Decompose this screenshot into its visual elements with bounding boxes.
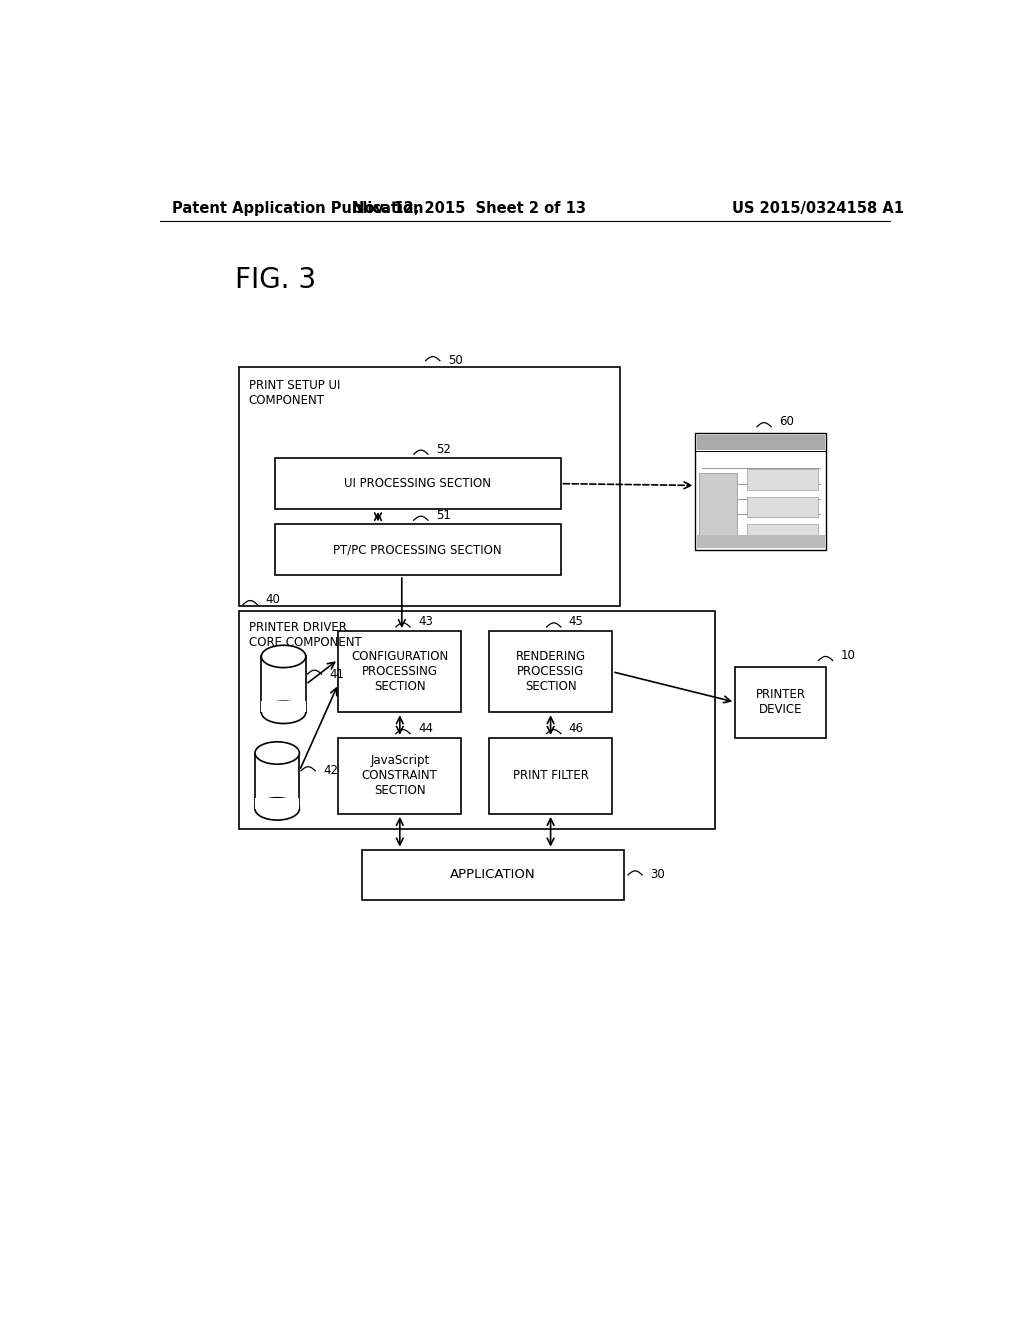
- Text: 51: 51: [436, 508, 451, 521]
- FancyBboxPatch shape: [255, 797, 299, 809]
- Text: 44: 44: [418, 722, 433, 735]
- FancyBboxPatch shape: [697, 536, 824, 548]
- Text: 42: 42: [324, 764, 338, 777]
- FancyBboxPatch shape: [274, 524, 560, 576]
- FancyBboxPatch shape: [748, 524, 818, 545]
- Text: Nov. 12, 2015  Sheet 2 of 13: Nov. 12, 2015 Sheet 2 of 13: [352, 201, 587, 215]
- Text: 43: 43: [418, 615, 433, 628]
- Text: 52: 52: [436, 442, 451, 455]
- FancyBboxPatch shape: [695, 433, 826, 549]
- Text: 40: 40: [265, 593, 281, 606]
- FancyBboxPatch shape: [699, 474, 737, 545]
- Text: UI PROCESSING SECTION: UI PROCESSING SECTION: [344, 477, 492, 490]
- Text: 10: 10: [841, 649, 855, 661]
- FancyBboxPatch shape: [362, 850, 624, 900]
- Ellipse shape: [255, 797, 299, 820]
- FancyBboxPatch shape: [489, 738, 612, 814]
- FancyBboxPatch shape: [748, 496, 818, 517]
- Text: PRINT SETUP UI
COMPONENT: PRINT SETUP UI COMPONENT: [249, 379, 340, 407]
- Text: US 2015/0324158 A1: US 2015/0324158 A1: [732, 201, 904, 215]
- Text: PT/PC PROCESSING SECTION: PT/PC PROCESSING SECTION: [334, 544, 502, 556]
- Text: 60: 60: [779, 416, 794, 428]
- Text: CONFIGURATION
PROCESSING
SECTION: CONFIGURATION PROCESSING SECTION: [351, 651, 449, 693]
- FancyBboxPatch shape: [240, 367, 620, 606]
- Text: JavaScript
CONSTRAINT
SECTION: JavaScript CONSTRAINT SECTION: [361, 754, 437, 797]
- Text: 50: 50: [447, 354, 463, 367]
- FancyBboxPatch shape: [338, 631, 462, 713]
- FancyBboxPatch shape: [735, 667, 826, 738]
- Text: PRINTER
DEVICE: PRINTER DEVICE: [756, 688, 806, 717]
- FancyBboxPatch shape: [274, 458, 560, 510]
- Text: PRINT FILTER: PRINT FILTER: [513, 770, 589, 783]
- Text: 30: 30: [650, 869, 665, 882]
- Ellipse shape: [255, 742, 299, 764]
- FancyBboxPatch shape: [748, 470, 818, 490]
- Text: 41: 41: [330, 668, 344, 681]
- Ellipse shape: [261, 645, 306, 668]
- Text: RENDERING
PROCESSIG
SECTION: RENDERING PROCESSIG SECTION: [515, 651, 586, 693]
- FancyBboxPatch shape: [240, 611, 715, 829]
- Text: Patent Application Publication: Patent Application Publication: [172, 201, 423, 215]
- Text: PRINTER DRIVER
CORE COMPONENT: PRINTER DRIVER CORE COMPONENT: [249, 620, 361, 649]
- FancyBboxPatch shape: [697, 434, 824, 450]
- Text: 45: 45: [569, 615, 584, 628]
- FancyBboxPatch shape: [489, 631, 612, 713]
- Text: 46: 46: [569, 722, 584, 735]
- Text: APPLICATION: APPLICATION: [451, 869, 536, 882]
- FancyBboxPatch shape: [338, 738, 462, 814]
- FancyBboxPatch shape: [261, 701, 306, 713]
- Text: FIG. 3: FIG. 3: [236, 267, 316, 294]
- Ellipse shape: [261, 701, 306, 723]
